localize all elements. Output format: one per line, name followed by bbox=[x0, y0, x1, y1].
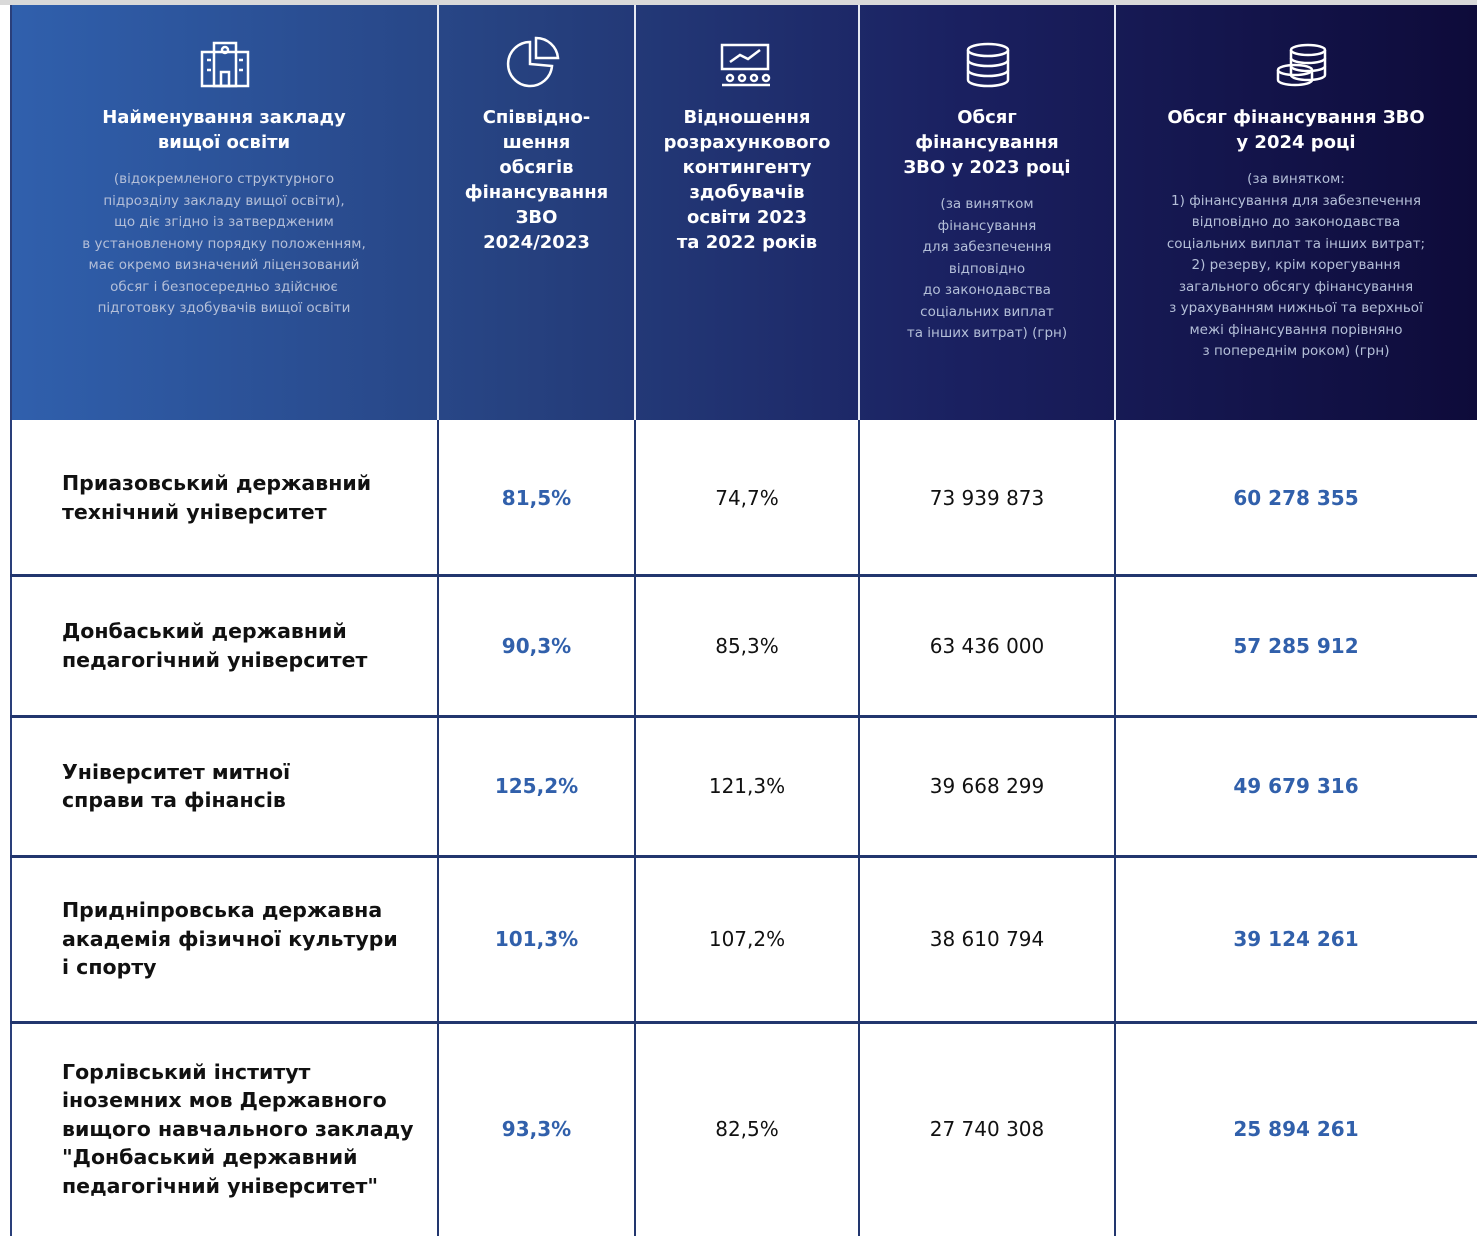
column-divider bbox=[1114, 856, 1116, 1022]
row-value: 27 740 308 bbox=[929, 1117, 1045, 1141]
coins-stack-icon bbox=[1276, 43, 1327, 87]
column-divider bbox=[1114, 575, 1116, 716]
column-divider bbox=[1114, 420, 1116, 575]
header-cell: Найменування закладу вищої освіти (відокр… bbox=[10, 5, 438, 420]
header-title: Співвідно- шення обсягів фінансування ЗВ… bbox=[464, 107, 609, 253]
row-value: 82,5% bbox=[715, 1117, 779, 1141]
row-value: 125,2% bbox=[494, 774, 579, 798]
header-divider bbox=[1114, 5, 1116, 420]
header-divider bbox=[858, 5, 860, 420]
row-value: 49 679 316 bbox=[1233, 774, 1359, 798]
column-divider bbox=[437, 856, 439, 1022]
header-cell: Співвідно- шення обсягів фінансування ЗВ… bbox=[438, 5, 635, 420]
column-divider bbox=[858, 420, 860, 575]
presentation-icon bbox=[720, 43, 771, 87]
icons bbox=[200, 36, 1327, 88]
row-value: 38 610 794 bbox=[929, 927, 1045, 951]
row-name: Університет митної справи та фінансів bbox=[62, 759, 291, 813]
row-value: 74,7% bbox=[715, 485, 779, 510]
row-value: 25 894 261 bbox=[1233, 1117, 1359, 1141]
row-divider bbox=[10, 1021, 1477, 1024]
row-value: 121,3% bbox=[708, 774, 786, 798]
column-divider bbox=[858, 1022, 860, 1236]
header-divider bbox=[437, 5, 439, 420]
header-title: Відношення розрахункового контингенту зд… bbox=[663, 107, 831, 253]
row-name: Донбаський державний педагогічний універ… bbox=[62, 619, 368, 672]
header-note: (відокремленого структурного підрозділу … bbox=[82, 171, 366, 316]
column-divider bbox=[437, 420, 439, 575]
building-icon bbox=[200, 41, 250, 88]
row-value: 93,3% bbox=[501, 1117, 572, 1141]
column-divider bbox=[437, 1022, 439, 1236]
row-name: Придніпровська державна академія фізично… bbox=[62, 898, 398, 980]
column-divider bbox=[437, 716, 439, 856]
row-value: 39 124 261 bbox=[1233, 927, 1359, 951]
row-value: 63 436 000 bbox=[929, 633, 1045, 658]
column-divider bbox=[634, 716, 636, 856]
row-value: 39 668 299 bbox=[929, 774, 1045, 798]
row-divider bbox=[10, 574, 1477, 577]
header-title: Обсяг фінансування ЗВО у 2023 році bbox=[903, 107, 1071, 178]
row-divider bbox=[10, 855, 1477, 858]
column-divider bbox=[634, 420, 636, 575]
pie-icon bbox=[506, 36, 560, 88]
column-divider bbox=[437, 575, 439, 716]
column-divider bbox=[634, 575, 636, 716]
column-divider bbox=[858, 716, 860, 856]
header-cell: Обсяг фінансування ЗВО у 2023 році (за ви… bbox=[859, 5, 1115, 420]
row-value: 60 278 355 bbox=[1233, 485, 1359, 510]
row-name: Приазовський державний технічний універс… bbox=[62, 471, 372, 524]
column-divider bbox=[1114, 1022, 1116, 1236]
header-note: (за винятком фінансування для забезпечен… bbox=[906, 196, 1068, 341]
header-divider bbox=[634, 5, 636, 420]
row-value: 85,3% bbox=[715, 633, 779, 658]
column-divider bbox=[634, 1022, 636, 1236]
row-value: 57 285 912 bbox=[1233, 633, 1359, 658]
row-value: 81,5% bbox=[501, 485, 572, 510]
row-value: 90,3% bbox=[501, 633, 572, 658]
column-divider bbox=[858, 575, 860, 716]
column-divider bbox=[1114, 716, 1116, 856]
header-cell: Обсяг фінансування ЗВО у 2024 році (за ви… bbox=[1115, 5, 1477, 420]
row-divider bbox=[10, 715, 1477, 718]
header-title: Обсяг фінансування ЗВО у 2024 році bbox=[1167, 107, 1425, 153]
header-title: Найменування закладу вищої освіти bbox=[102, 107, 346, 153]
row-value: 101,3% bbox=[494, 927, 579, 951]
coins-icon bbox=[966, 42, 1010, 88]
column-divider bbox=[858, 856, 860, 1022]
row-value: 107,2% bbox=[708, 927, 786, 951]
row-value: 73 939 873 bbox=[929, 485, 1045, 510]
column-divider bbox=[634, 856, 636, 1022]
header-note: (за винятком: 1) фінансування для забезп… bbox=[1166, 171, 1426, 359]
row-name: Горлівський інститут іноземних мов Держа… bbox=[62, 1059, 414, 1198]
header-cell: Відношення розрахункового контингенту зд… bbox=[635, 5, 859, 420]
table-frame bbox=[10, 5, 1477, 1236]
top-band bbox=[0, 0, 1477, 5]
